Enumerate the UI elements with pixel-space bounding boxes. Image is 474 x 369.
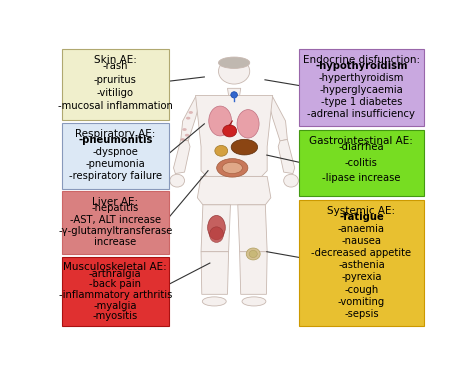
Polygon shape	[278, 139, 295, 173]
FancyBboxPatch shape	[299, 49, 424, 126]
Ellipse shape	[223, 125, 237, 137]
FancyBboxPatch shape	[299, 130, 424, 196]
Text: -asthenia: -asthenia	[338, 261, 385, 270]
Ellipse shape	[231, 139, 258, 155]
Text: Liver AE:: Liver AE:	[92, 197, 138, 207]
Polygon shape	[228, 88, 241, 96]
Text: -myositis: -myositis	[92, 311, 138, 321]
Ellipse shape	[222, 162, 242, 173]
Text: Respiratory AE:: Respiratory AE:	[75, 129, 155, 139]
Polygon shape	[238, 205, 267, 252]
Ellipse shape	[284, 174, 299, 187]
Ellipse shape	[217, 159, 248, 177]
Ellipse shape	[246, 248, 260, 260]
Text: -hypothyroidism: -hypothyroidism	[315, 61, 408, 71]
Ellipse shape	[219, 57, 250, 68]
Polygon shape	[197, 176, 271, 205]
Text: -lipase increase: -lipase increase	[322, 173, 401, 183]
Text: -dyspnoe: -dyspnoe	[92, 147, 138, 157]
Ellipse shape	[208, 215, 225, 239]
Text: -pyrexia: -pyrexia	[341, 272, 382, 283]
Text: -fatigue: -fatigue	[339, 212, 384, 222]
Text: -myalgia: -myalgia	[93, 300, 137, 311]
Text: -inflammatory arthritis: -inflammatory arthritis	[59, 290, 172, 300]
Text: -vitiligo: -vitiligo	[97, 88, 134, 98]
Text: -pneumonitis: -pneumonitis	[78, 135, 153, 145]
Text: Endocrine disfunction:: Endocrine disfunction:	[303, 55, 420, 65]
Text: Gastrointestinal AE:: Gastrointestinal AE:	[310, 136, 413, 146]
Ellipse shape	[249, 251, 257, 258]
Text: -sepsis: -sepsis	[344, 309, 379, 319]
Text: -vomiting: -vomiting	[338, 297, 385, 307]
Polygon shape	[181, 97, 201, 141]
Polygon shape	[196, 96, 273, 176]
Text: Skin AE:: Skin AE:	[94, 55, 137, 65]
Ellipse shape	[242, 297, 266, 306]
Text: -hyperglycaemia: -hyperglycaemia	[319, 85, 403, 95]
Text: -adrenal insufficiency: -adrenal insufficiency	[308, 109, 415, 119]
Polygon shape	[240, 252, 267, 294]
Text: -pruritus: -pruritus	[94, 75, 137, 85]
Text: -pneumonia: -pneumonia	[85, 159, 145, 169]
Ellipse shape	[202, 297, 226, 306]
Text: -AST, ALT increase: -AST, ALT increase	[70, 215, 161, 225]
Ellipse shape	[181, 138, 185, 141]
FancyBboxPatch shape	[62, 49, 169, 120]
Ellipse shape	[215, 145, 228, 156]
Text: -back pain: -back pain	[89, 279, 141, 289]
Polygon shape	[201, 205, 230, 252]
Text: increase: increase	[94, 238, 137, 248]
FancyBboxPatch shape	[62, 123, 169, 189]
Text: Musculoskeletal AE:: Musculoskeletal AE:	[64, 262, 167, 272]
Ellipse shape	[210, 227, 223, 242]
Text: -mucosal inflammation: -mucosal inflammation	[58, 101, 173, 111]
Text: -anaemia: -anaemia	[338, 224, 385, 234]
Ellipse shape	[185, 134, 189, 137]
Polygon shape	[267, 97, 287, 141]
Ellipse shape	[219, 58, 250, 84]
Text: -hepatitis: -hepatitis	[91, 203, 139, 213]
FancyBboxPatch shape	[62, 256, 169, 327]
Text: -respiratory failure: -respiratory failure	[69, 171, 162, 181]
Text: -type 1 diabetes: -type 1 diabetes	[321, 97, 402, 107]
Text: -colitis: -colitis	[345, 158, 378, 168]
Text: -diarrhea: -diarrhea	[338, 142, 384, 152]
Text: -cough: -cough	[344, 284, 379, 294]
Text: -γ-glutamyltransferase: -γ-glutamyltransferase	[58, 226, 173, 236]
Ellipse shape	[186, 117, 191, 120]
Polygon shape	[173, 139, 190, 173]
Text: -arthralgia: -arthralgia	[89, 269, 142, 279]
Ellipse shape	[237, 110, 259, 138]
Ellipse shape	[189, 111, 193, 114]
Ellipse shape	[231, 92, 237, 98]
Text: Systemic AE:: Systemic AE:	[328, 206, 395, 215]
Ellipse shape	[209, 106, 231, 136]
Text: -rash: -rash	[102, 61, 128, 71]
Polygon shape	[201, 252, 228, 294]
FancyBboxPatch shape	[299, 200, 424, 327]
Ellipse shape	[182, 128, 187, 131]
Text: -hyperthyroidism: -hyperthyroidism	[319, 73, 404, 83]
Text: -decreased appetite: -decreased appetite	[311, 248, 411, 258]
Text: -nausea: -nausea	[341, 236, 382, 246]
Ellipse shape	[170, 174, 184, 187]
FancyBboxPatch shape	[62, 191, 169, 254]
